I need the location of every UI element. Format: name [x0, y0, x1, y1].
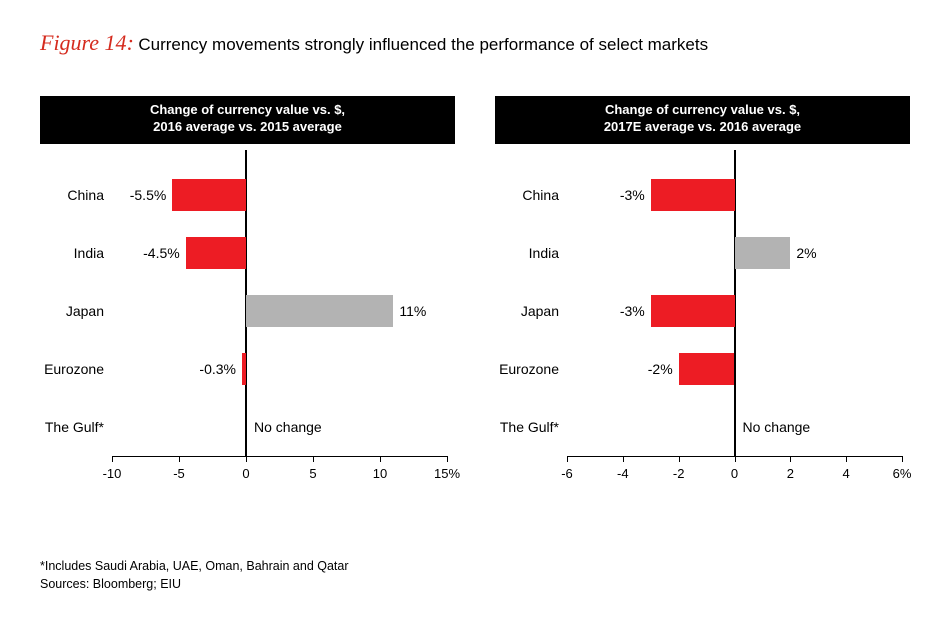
figure-caption: Currency movements strongly influenced t…	[138, 35, 708, 54]
value-label: -5.5%	[130, 187, 167, 203]
value-label: -2%	[648, 361, 673, 377]
chart-right-plot: -6 -4 -2 0 2 4 6% China -3% India 2% Japan -3% Eurozo…	[495, 150, 910, 490]
bar	[172, 179, 246, 211]
x-tick-label: -5	[173, 466, 185, 481]
category-label: Japan	[495, 303, 559, 319]
category-label: China	[40, 187, 104, 203]
x-tick	[380, 456, 381, 462]
x-tick-label: 0	[242, 466, 249, 481]
value-label: 11%	[399, 303, 426, 319]
category-label: The Gulf*	[40, 419, 104, 435]
chart-left-header: Change of currency value vs. $, 2016 ave…	[40, 96, 455, 144]
x-tick-label: 10	[373, 466, 387, 481]
x-tick-label: 0	[731, 466, 738, 481]
chart-left: Change of currency value vs. $, 2016 ave…	[40, 96, 455, 490]
chart-left-title-line1: Change of currency value vs. $,	[48, 102, 447, 119]
x-tick-label: 5	[309, 466, 316, 481]
x-tick	[902, 456, 903, 462]
category-label: Eurozone	[40, 361, 104, 377]
value-label: No change	[254, 419, 322, 435]
x-tick	[790, 456, 791, 462]
x-tick	[246, 456, 247, 462]
bar	[651, 295, 735, 327]
x-tick-label-end: 6%	[893, 466, 912, 481]
x-tick	[679, 456, 680, 462]
figure-number: Figure 14:	[40, 30, 134, 55]
x-tick-label: -10	[103, 466, 122, 481]
charts-row: Change of currency value vs. $, 2016 ave…	[40, 96, 910, 490]
x-tick	[313, 456, 314, 462]
title-row: Figure 14: Currency movements strongly i…	[40, 30, 910, 56]
x-tick	[179, 456, 180, 462]
value-label: -3%	[620, 303, 645, 319]
bar	[679, 353, 735, 385]
value-label: -3%	[620, 187, 645, 203]
x-axis	[112, 456, 447, 457]
chart-right-title-line2: 2017E average vs. 2016 average	[503, 119, 902, 136]
x-tick-label: 2	[787, 466, 794, 481]
x-tick-label: -6	[561, 466, 573, 481]
value-label: -4.5%	[143, 245, 180, 261]
category-label: Japan	[40, 303, 104, 319]
footnotes: *Includes Saudi Arabia, UAE, Oman, Bahra…	[40, 557, 349, 593]
category-label: China	[495, 187, 559, 203]
chart-right: Change of currency value vs. $, 2017E av…	[495, 96, 910, 490]
category-label: Eurozone	[495, 361, 559, 377]
chart-left-plot: -10-5051015%China-5.5%India-4.5%Japan11%…	[40, 150, 455, 490]
figure-container: Figure 14: Currency movements strongly i…	[0, 0, 950, 619]
x-tick-label-end: 15%	[434, 466, 460, 481]
chart-right-header: Change of currency value vs. $, 2017E av…	[495, 96, 910, 144]
x-tick	[735, 456, 736, 462]
bar	[246, 295, 393, 327]
x-tick-label: 4	[843, 466, 850, 481]
x-tick-label: -4	[617, 466, 629, 481]
bar	[651, 179, 735, 211]
bar	[735, 237, 791, 269]
category-label: The Gulf*	[495, 419, 559, 435]
x-tick	[567, 456, 568, 462]
value-label: No change	[743, 419, 811, 435]
bar	[242, 353, 246, 385]
value-label: -0.3%	[199, 361, 236, 377]
chart-right-title-line1: Change of currency value vs. $,	[503, 102, 902, 119]
footnote-gulf: *Includes Saudi Arabia, UAE, Oman, Bahra…	[40, 557, 349, 575]
chart-left-title-line2: 2016 average vs. 2015 average	[48, 119, 447, 136]
footnote-sources: Sources: Bloomberg; EIU	[40, 575, 349, 593]
category-label: India	[495, 245, 559, 261]
value-label: 2%	[796, 245, 816, 261]
category-label: India	[40, 245, 104, 261]
x-tick	[846, 456, 847, 462]
x-tick	[623, 456, 624, 462]
x-tick	[447, 456, 448, 462]
bar	[186, 237, 246, 269]
x-tick-label: -2	[673, 466, 685, 481]
x-tick	[112, 456, 113, 462]
